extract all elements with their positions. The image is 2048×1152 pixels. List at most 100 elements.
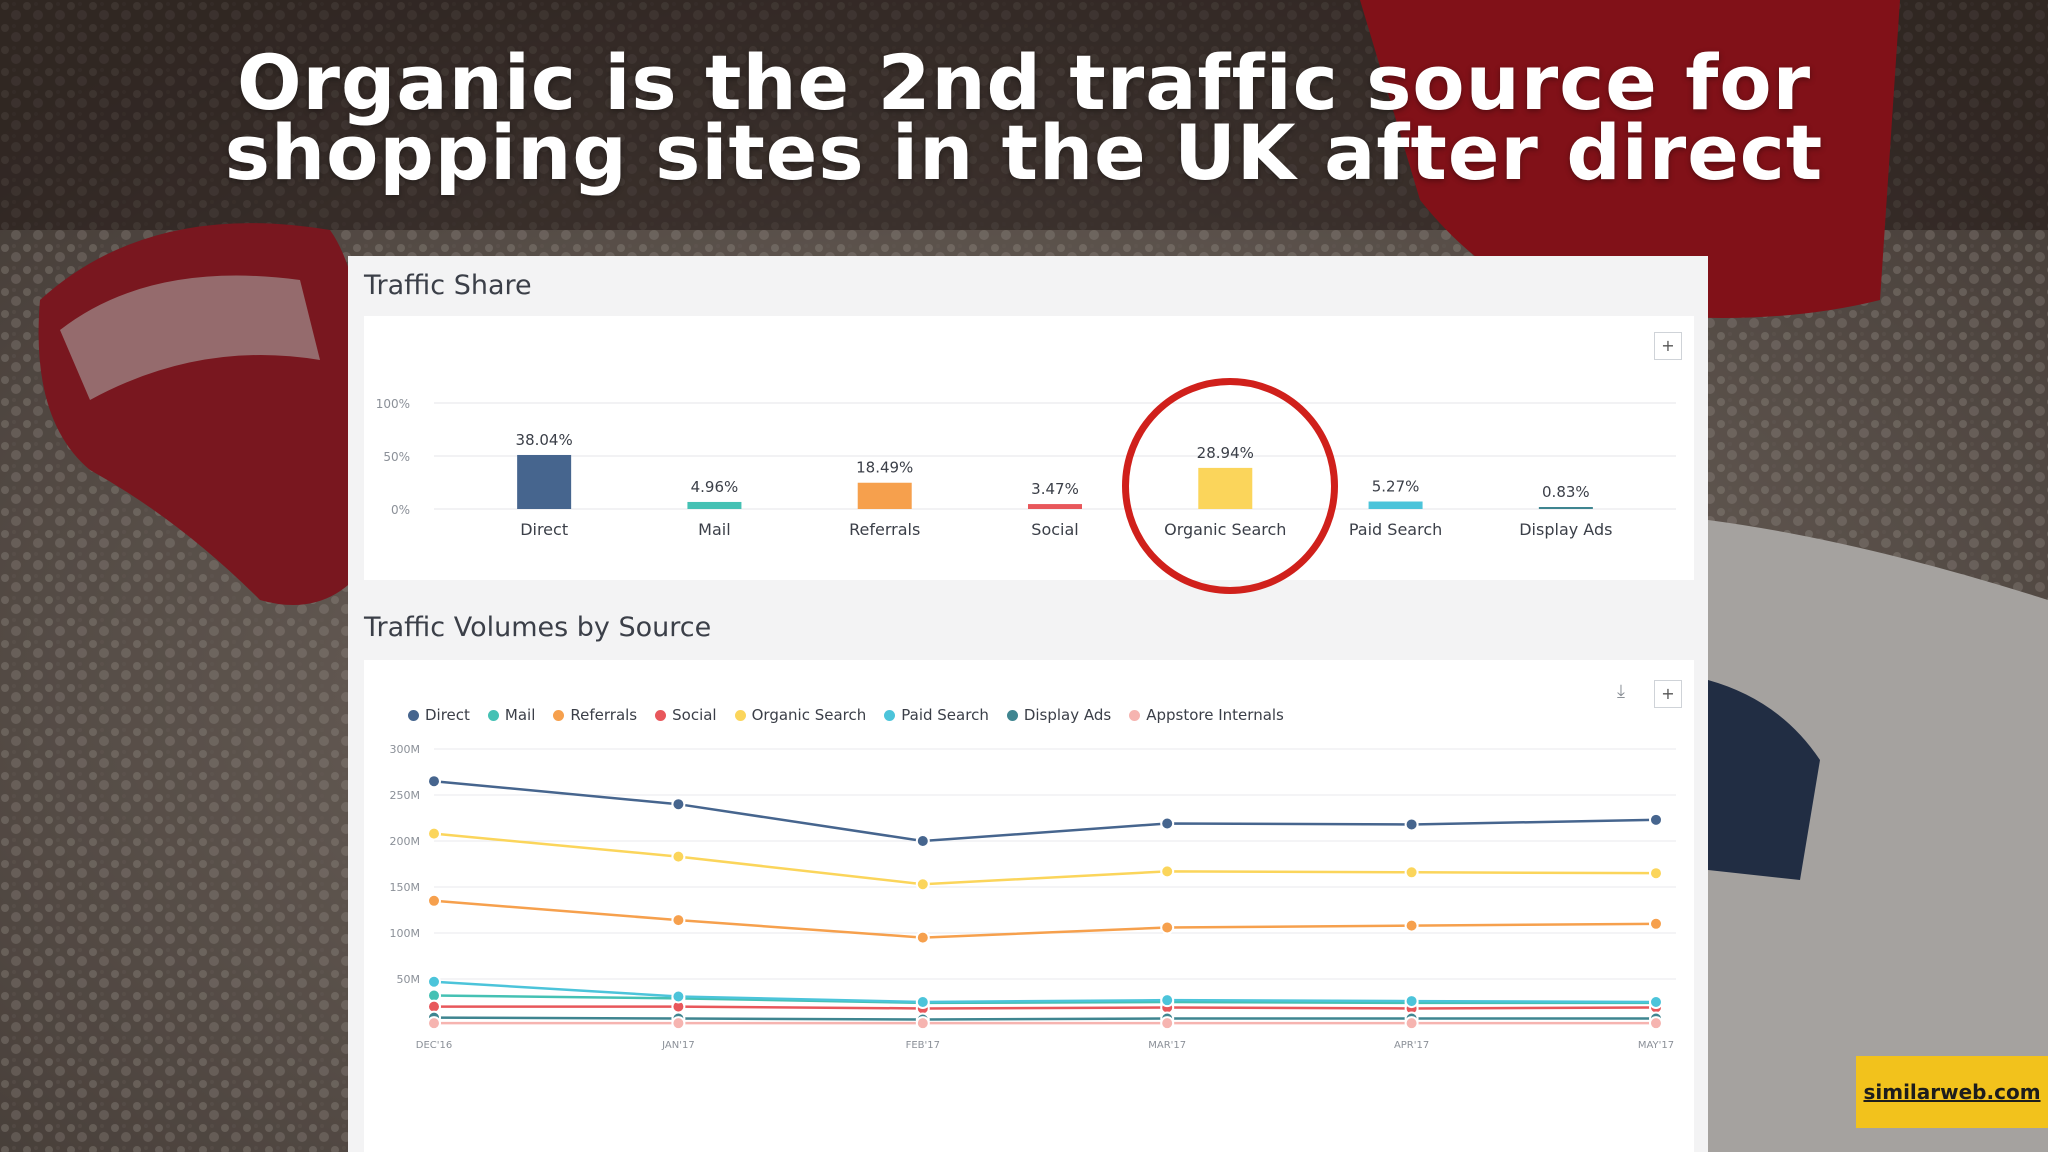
legend-item-appstore-internals[interactable]: Appstore Internals [1129,706,1284,724]
data-point-appstore-internals [915,1016,930,1031]
data-point-organic-search [671,849,686,864]
data-point-appstore-internals [671,1016,686,1031]
legend-dot [655,709,667,721]
legend-label: Appstore Internals [1146,706,1284,724]
legend-dot [553,709,565,721]
legend-dot [734,709,746,721]
data-point-referrals [915,930,930,945]
bar-value-label: 3.47% [1031,480,1079,498]
traffic-volumes-line-chart: 300M 250M 200M 150M 100M 50M DEC'16 JAN'17 FEB'1… [390,743,1676,1051]
legend-label: Mail [504,706,536,724]
y-tick-label: 200M [390,835,421,848]
data-point-paid-search [427,974,441,989]
traffic-share-title: Traffic Share [364,270,532,301]
y-tick-label: 300M [390,743,421,756]
legend-dot [1129,709,1141,721]
legend-item-social[interactable]: Social [655,706,717,724]
y-tick-label: 0% [391,503,410,517]
legend-item-organic-search[interactable]: Organic Search [734,706,867,724]
legend-label: Referrals [570,706,638,724]
bar-paid-search [1368,501,1423,509]
series-line-mail [433,994,1656,1005]
y-tick-label: 250M [390,789,421,802]
traffic-share-expand-button[interactable]: + [1654,332,1682,360]
series-line-social [434,1005,1657,1010]
legend-label: Direct [425,706,470,724]
series-line-organic-search [433,832,1657,886]
similarweb-link[interactable]: similarweb.com [1863,1080,2041,1104]
legend-item-display-ads[interactable]: Display Ads [1006,706,1112,724]
traffic-share-card: + 100% 50% 0% 38.04% Direct 4.96% Mail 18.49% Re… [364,316,1694,580]
data-point-appstore-internals [1404,1016,1419,1031]
x-tick-label: FEB'17 [906,1040,940,1051]
data-point-organic-search [915,877,930,892]
headline-line-2: shopping sites in the UK after direct [224,108,1824,197]
series-line-paid-search [433,980,1657,1004]
data-point-referrals [427,893,441,908]
bar-value-label: 18.49% [856,459,913,477]
legend-label: Organic Search [751,706,867,724]
legend-dot [1006,709,1018,721]
series-line-display-ads [433,1016,1656,1021]
download-icon[interactable]: ⤓ [1617,681,1625,702]
data-point-organic-search [1649,866,1663,881]
data-point-direct [1649,812,1663,827]
organic-search-highlight-circle [1122,378,1338,594]
data-point-paid-search [671,989,686,1004]
y-tick-label: 100% [376,397,410,411]
data-point-paid-search [1160,993,1175,1008]
bar-value-label: 0.83% [1542,483,1590,501]
legend-label: Social [672,706,717,724]
data-point-referrals [1649,916,1663,931]
data-point-referrals [1160,920,1175,935]
data-point-appstore-internals [1160,1016,1175,1031]
legend-dot [408,709,419,721]
data-point-direct [915,834,930,848]
chart-legend: Direct Mail Referrals Social Organic Search P… [408,706,1284,724]
y-tick-label: 150M [390,881,421,894]
dashboard-panel: Traffic Share + 100% 50% 0% 38.04% Direct 4.9… [348,256,1708,1152]
category-label: Paid Search [1349,520,1442,539]
x-tick-label: DEC'16 [416,1040,452,1051]
similarweb-badge[interactable]: similarweb.com [1856,1056,2048,1128]
traffic-volumes-title: Traffic Volumes by Source [364,612,712,643]
category-label: Direct [520,520,568,539]
traffic-volumes-card: ⤓ + Direct Mail Referrals Social Organic Sea… [364,660,1694,1152]
bar-display-ads [1538,507,1593,509]
legend-item-mail[interactable]: Mail [487,706,536,724]
y-tick-label: 50M [397,973,421,986]
legend-item-direct[interactable]: Direct [408,706,470,724]
legend-dot [487,709,499,721]
data-point-direct [1160,816,1175,831]
category-label: Mail [698,520,731,539]
data-point-organic-search [1160,864,1175,879]
headline-line-1: Organic is the 2nd traffic source for [236,38,1812,127]
bar-direct [517,454,572,509]
legend-item-paid-search[interactable]: Paid Search [884,706,989,724]
x-tick-label: MAR'17 [1148,1040,1186,1051]
bar-mail [687,501,742,509]
data-point-organic-search [1404,865,1419,880]
data-point-appstore-internals [427,1016,441,1031]
bar-referrals [857,482,912,509]
legend-item-referrals[interactable]: Referrals [553,706,637,724]
data-point-referrals [671,913,686,928]
legend-label: Paid Search [901,706,989,724]
category-label: Referrals [849,520,920,539]
data-point-referrals [1404,918,1419,933]
legend-dot [884,709,896,721]
bar-value-label: 5.27% [1372,478,1420,496]
data-point-organic-search [427,826,441,841]
y-tick-label: 50% [383,450,410,464]
data-point-direct [1404,817,1419,832]
legend-label: Display Ads [1023,706,1112,724]
category-label: Display Ads [1519,520,1612,539]
data-point-paid-search [1404,994,1419,1009]
data-point-paid-search [915,995,930,1009]
x-tick-label: MAY'17 [1638,1040,1674,1051]
y-tick-label: 100M [390,927,421,940]
data-point-paid-search [1649,995,1663,1009]
traffic-volumes-expand-button[interactable]: + [1654,680,1682,708]
headline: Organic is the 2nd traffic source for sh… [0,38,2048,197]
series-line-direct [433,779,1657,843]
